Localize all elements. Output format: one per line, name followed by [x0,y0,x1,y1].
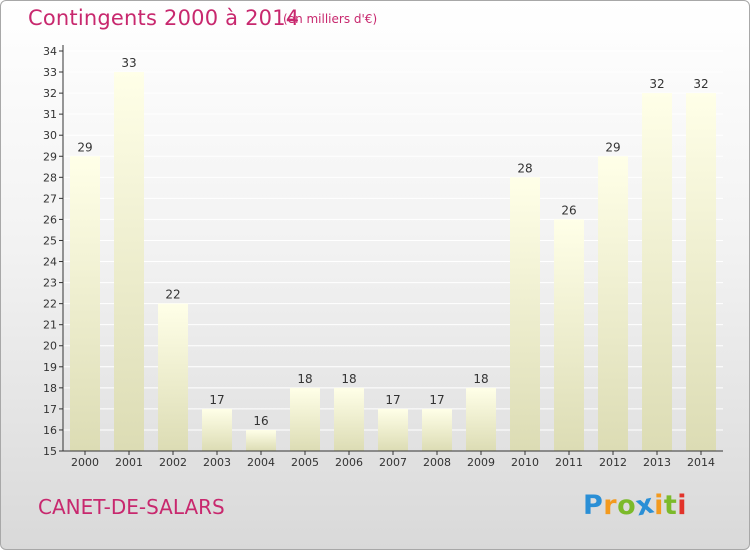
x-tick-label: 2011 [555,456,583,469]
y-tick-label: 20 [43,340,57,353]
y-tick-label: 22 [43,298,57,311]
y-tick-label: 17 [43,403,57,416]
bar-2010 [510,177,540,451]
logo-letter: o [617,490,637,521]
y-tick-label: 34 [43,45,57,58]
data-label: 32 [649,77,664,91]
logo-letter: P [583,490,604,521]
y-tick-label: 31 [43,108,57,121]
y-tick-label: 15 [43,445,57,458]
bar-2005 [290,387,320,451]
bar-2014 [686,93,716,452]
bar-2001 [114,72,144,451]
data-label: 29 [77,140,92,154]
bar-2007 [378,408,408,451]
data-label: 29 [605,140,620,154]
x-tick-label: 2004 [247,456,275,469]
bar-2011 [554,219,584,451]
y-tick-label: 18 [43,382,57,395]
bar-2006 [334,387,364,451]
data-label: 26 [561,203,576,217]
logo-letter: i [654,490,664,521]
y-tick-label: 21 [43,319,57,332]
bar-2008 [422,408,452,451]
data-label: 32 [693,77,708,91]
town-name: CANET-DE-SALARS [38,495,225,519]
x-tick-label: 2003 [203,456,231,469]
y-tick-label: 28 [43,171,57,184]
bar-2000 [70,156,100,451]
y-tick-label: 27 [43,192,57,205]
x-tick-label: 2012 [599,456,627,469]
x-tick-label: 2014 [687,456,715,469]
chart-subtitle: (en milliers d'€) [283,12,378,26]
x-tick-label: 2008 [423,456,451,469]
data-label: 18 [341,372,356,386]
y-tick-label: 24 [43,256,57,269]
chart-title: Contingents 2000 à 2014 [28,6,300,30]
x-tick-label: 2013 [643,456,671,469]
data-label: 17 [385,393,400,407]
y-tick-label: 23 [43,277,57,290]
y-tick-label: 26 [43,213,57,226]
data-label: 16 [253,414,268,428]
bar-2013 [642,93,672,452]
bar-2009 [466,387,496,451]
y-tick-label: 25 [43,234,57,247]
x-tick-label: 2000 [71,456,99,469]
data-label: 28 [517,161,532,175]
data-label: 33 [121,56,136,70]
x-tick-label: 2002 [159,456,187,469]
bar-2002 [158,303,188,451]
y-tick-label: 30 [43,129,57,142]
y-tick-label: 33 [43,66,57,79]
x-tick-label: 2007 [379,456,407,469]
data-label: 22 [165,288,180,302]
data-label: 18 [473,372,488,386]
x-tick-label: 2001 [115,456,143,469]
logo-letter: i [677,490,688,521]
x-tick-label: 2006 [335,456,363,469]
logo-letter: r [603,490,618,521]
y-tick-label: 29 [43,150,57,163]
x-tick-label: 2009 [467,456,495,469]
y-tick-label: 19 [43,361,57,374]
bar-2003 [202,408,232,451]
bar-2012 [598,156,628,451]
y-tick-label: 16 [43,424,57,437]
x-tick-label: 2010 [511,456,539,469]
proxiti-logo: Proxiti [583,488,688,522]
data-label: 17 [429,393,444,407]
data-label: 17 [209,393,224,407]
data-label: 18 [297,372,312,386]
y-tick-label: 32 [43,87,57,100]
logo-letter: t [663,490,678,521]
bar-2004 [246,429,276,451]
x-tick-label: 2005 [291,456,319,469]
